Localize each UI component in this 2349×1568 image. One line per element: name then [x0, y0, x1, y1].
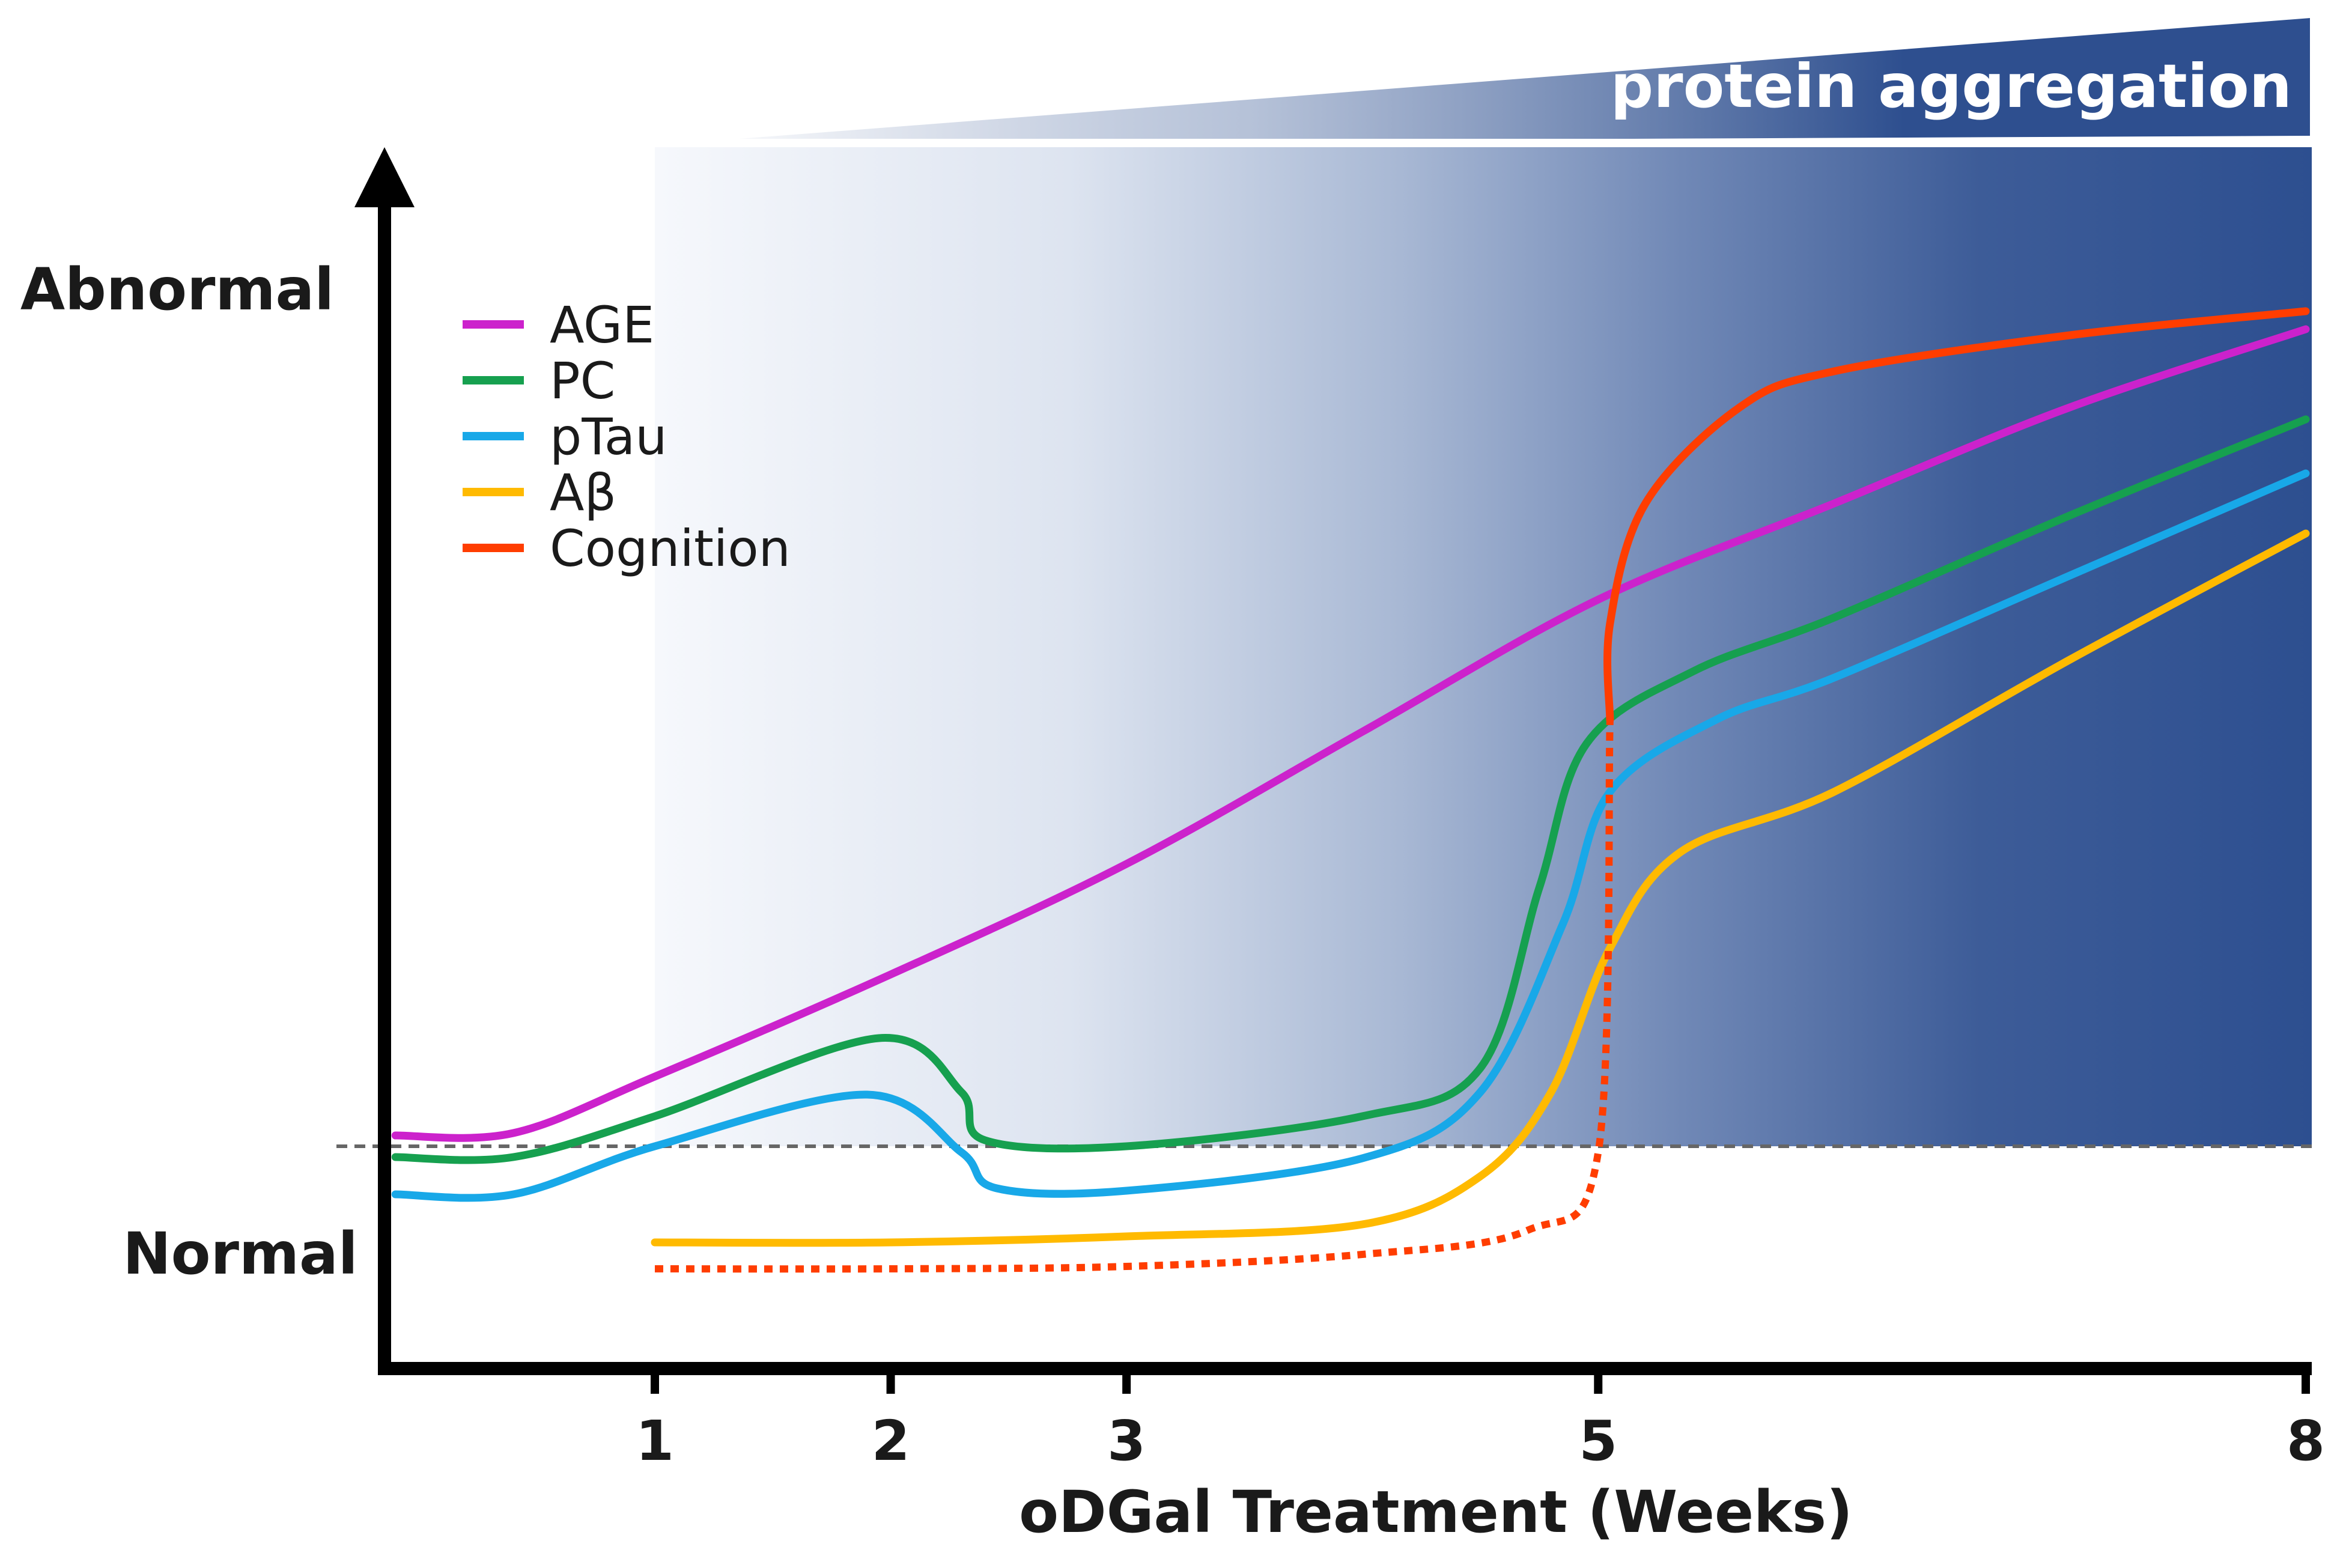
y-label-abnormal: Abnormal	[20, 256, 334, 323]
x-axis-label: oDGal Treatment (Weeks)	[1019, 1478, 1853, 1546]
series-a-line	[651, 529, 2310, 1247]
series-cognition-dotted-line	[654, 719, 1614, 1273]
series-cognition-line	[1603, 307, 2310, 724]
x-tick-label: 8	[2287, 1409, 2325, 1473]
series-group	[391, 307, 2310, 1273]
legend-label: pTau	[550, 407, 667, 466]
x-tick-label: 5	[1579, 1409, 1617, 1473]
aggregation-gradient-area	[655, 147, 2312, 1146]
legend-label: Aβ	[550, 463, 616, 522]
series-pc-line	[391, 415, 2310, 1164]
banner-label: protein aggregation	[1611, 51, 2292, 121]
x-tick-label: 1	[636, 1409, 674, 1473]
legend-label: PC	[550, 351, 615, 410]
series-ptau-line	[391, 469, 2310, 1202]
x-tick-label: 3	[1107, 1409, 1146, 1473]
y-label-normal: Normal	[123, 1220, 357, 1287]
series-age-line	[391, 325, 2310, 1142]
x-ticks: 1 2 3 5 8	[636, 1369, 2325, 1473]
y-axis-arrowhead	[354, 147, 415, 207]
legend-label: AGE	[550, 296, 654, 354]
x-tick-label: 2	[872, 1409, 910, 1473]
aggregation-banner	[685, 18, 2310, 143]
legend-label: Cognition	[550, 519, 791, 578]
